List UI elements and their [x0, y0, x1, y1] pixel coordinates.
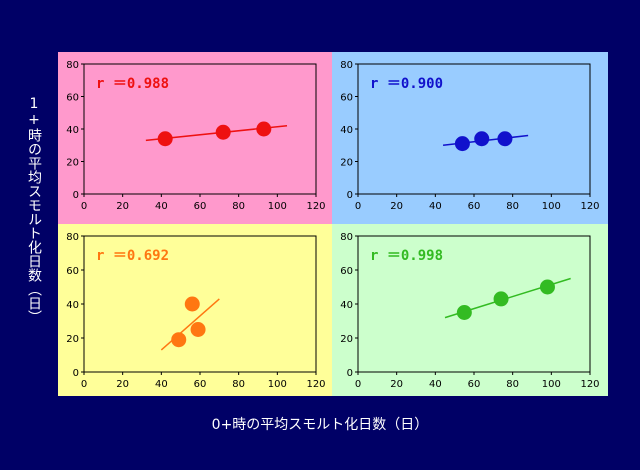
- top-right-y-tick-label: 20: [340, 158, 353, 169]
- top-right-data-point: [474, 131, 490, 147]
- top-left-x-tick-label: 0: [81, 201, 87, 212]
- top-right-x-tick-label: 40: [429, 201, 442, 212]
- bottom-right-data-point: [493, 291, 509, 307]
- top-right-x-tick-label: 0: [355, 201, 361, 212]
- bottom-right-y-tick-label: 60: [340, 266, 353, 277]
- top-left-y-tick-label: 20: [66, 158, 79, 169]
- bottom-right-y-tick-label: 80: [340, 232, 353, 243]
- bottom-right-x-tick-label: 20: [390, 379, 403, 390]
- bottom-left-data-point: [171, 332, 187, 348]
- bottom-left-data-point: [190, 322, 206, 337]
- bottom-left-x-tick-label: 60: [194, 379, 207, 390]
- bottom-left-x-tick-label: 120: [306, 379, 325, 390]
- bottom-right-y-tick-label: 0: [347, 368, 353, 379]
- y-axis-label: 1+時の平均スモルト化日数（日）: [26, 96, 42, 324]
- bottom-left-y-tick-label: 0: [73, 368, 79, 379]
- top-left-x-tick-label: 20: [116, 201, 129, 212]
- top-left-x-tick-label: 60: [194, 201, 207, 212]
- top-right-data-point: [454, 136, 470, 152]
- bottom-left-x-tick-label: 40: [155, 379, 168, 390]
- bottom-right-data-point: [456, 305, 472, 320]
- top-right-x-tick-label: 100: [542, 201, 561, 212]
- top-right-y-tick-label: 40: [340, 125, 353, 136]
- bottom-left-x-tick-label: 100: [268, 379, 287, 390]
- bottom-left-x-tick-label: 80: [232, 379, 245, 390]
- bottom-left-x-tick-label: 20: [116, 379, 129, 390]
- top-right-y-tick-label: 80: [340, 60, 353, 71]
- top-left-x-tick-label: 80: [232, 201, 245, 212]
- bottom-left-trendline: [160, 298, 220, 351]
- top-left-data-point: [215, 124, 231, 140]
- bottom-left-x-tick-label: 0: [81, 379, 87, 390]
- bottom-right-x-tick-label: 80: [506, 379, 519, 390]
- x-axis-label: 0+時の平均スモルト化日数（日）: [211, 417, 429, 433]
- top-right-panel: [332, 52, 608, 224]
- top-left-data-point: [256, 121, 272, 137]
- top-left-x-tick-label: 40: [155, 201, 168, 212]
- bottom-right-y-tick-label: 20: [340, 334, 353, 345]
- top-left-data-point: [157, 131, 173, 147]
- top-left-y-tick-label: 60: [66, 93, 79, 104]
- top-right-data-point: [497, 131, 513, 147]
- bottom-right-r-label: r ＝0.998: [370, 248, 443, 264]
- top-left-x-tick-label: 120: [306, 201, 325, 212]
- bottom-left-y-tick-label: 20: [66, 334, 79, 345]
- bottom-right-data-point: [539, 279, 555, 295]
- top-left-r-label: r ＝0.988: [96, 76, 169, 92]
- top-right-y-tick-label: 0: [347, 190, 353, 201]
- bottom-left-y-tick-label: 80: [66, 232, 79, 243]
- top-right-x-tick-label: 80: [506, 201, 519, 212]
- bottom-left-y-tick-label: 60: [66, 266, 79, 277]
- top-right-y-tick-label: 60: [340, 93, 353, 104]
- bottom-right-y-tick-label: 40: [340, 300, 353, 311]
- bottom-right-x-tick-label: 120: [580, 379, 599, 390]
- bottom-left-r-label: r ＝0.692: [96, 248, 169, 264]
- top-right-x-tick-label: 120: [580, 201, 599, 212]
- bottom-right-x-tick-label: 40: [429, 379, 442, 390]
- bottom-left-y-tick-label: 40: [66, 300, 79, 311]
- top-right-r-label: r ＝0.900: [370, 76, 443, 92]
- top-left-y-tick-label: 0: [73, 190, 79, 201]
- top-left-y-tick-label: 40: [66, 125, 79, 136]
- bottom-right-x-tick-label: 0: [355, 379, 361, 390]
- top-left-panel: [58, 52, 332, 224]
- bottom-right-x-tick-label: 60: [468, 379, 481, 390]
- top-left-x-tick-label: 100: [268, 201, 287, 212]
- top-right-x-tick-label: 20: [390, 201, 403, 212]
- bottom-left-data-point: [184, 296, 200, 312]
- top-right-x-tick-label: 60: [468, 201, 481, 212]
- bottom-right-x-tick-label: 100: [542, 379, 561, 390]
- top-left-y-tick-label: 80: [66, 60, 79, 71]
